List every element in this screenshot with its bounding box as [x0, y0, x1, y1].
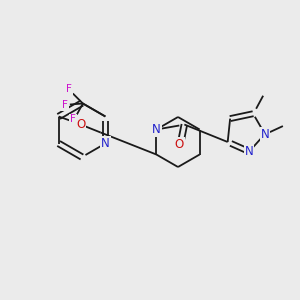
Text: N: N	[152, 123, 161, 136]
Text: F: F	[70, 115, 76, 124]
Text: O: O	[175, 138, 184, 151]
Text: N: N	[245, 145, 254, 158]
Text: O: O	[76, 118, 85, 131]
Text: N: N	[260, 128, 269, 141]
Text: F: F	[62, 100, 68, 110]
Text: F: F	[66, 85, 72, 94]
Text: N: N	[101, 137, 110, 150]
